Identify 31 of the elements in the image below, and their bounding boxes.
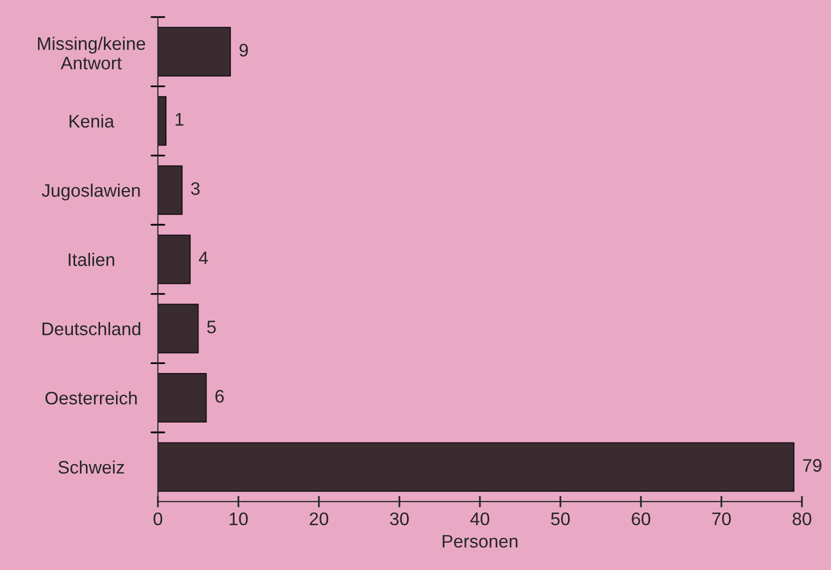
data-label: 9 [240, 44, 248, 57]
y-tick-label: Italien [68, 252, 114, 266]
data-label: 1 [176, 113, 184, 126]
y-tick-label: Deutschland [42, 322, 140, 336]
bar [158, 26, 231, 76]
bar [158, 96, 166, 146]
bar [158, 304, 199, 354]
data-label: 3 [191, 182, 200, 195]
data-label: 5 [207, 320, 216, 334]
x-axis-title: Personen [442, 535, 518, 548]
y-tick-label: Schweiz [58, 460, 124, 474]
x-tick-label: 10 [230, 512, 248, 526]
bar [158, 373, 207, 423]
x-tick-label: 20 [310, 512, 328, 526]
x-tick-label: 30 [390, 512, 409, 526]
y-tick-label: Oesterreich [45, 391, 137, 404]
data-label: 6 [215, 390, 224, 403]
bar [158, 165, 183, 215]
x-tick-label: 40 [470, 512, 490, 526]
y-tick-label: Missing/keine Antwort [38, 36, 146, 70]
y-tick-label: Kenia [70, 114, 114, 128]
x-tick-label: 80 [792, 512, 812, 526]
data-label: 79 [803, 459, 822, 472]
x-tick-label: 0 [154, 512, 162, 526]
x-tick-label: 60 [632, 512, 650, 526]
x-tick-label: 50 [551, 512, 570, 526]
y-tick-label: Jugoslawien [42, 184, 140, 200]
data-label: 4 [198, 252, 208, 264]
bar [158, 442, 794, 492]
x-tick-label: 70 [712, 512, 731, 526]
bar [158, 234, 191, 284]
